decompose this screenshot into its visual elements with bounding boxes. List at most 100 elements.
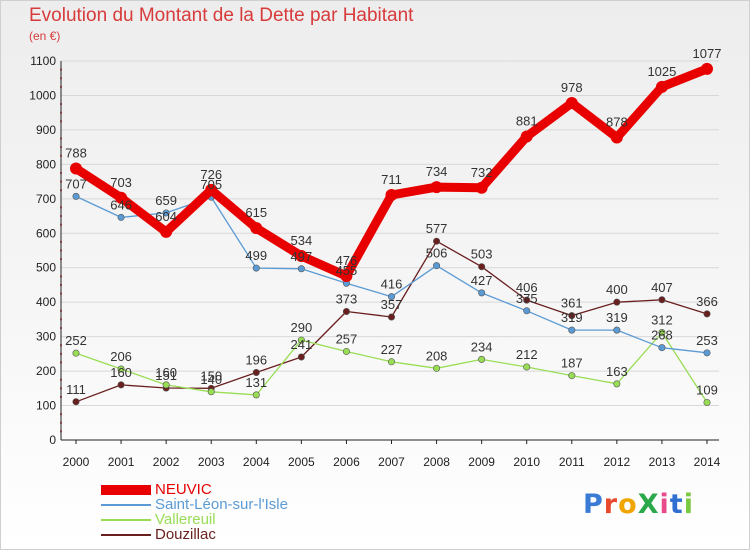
data-point [250,222,263,235]
x-tick-label: 2012 [604,455,631,469]
x-tick-label: 2003 [198,455,225,469]
data-label: 406 [516,280,538,295]
y-tick-label: 900 [36,123,56,137]
data-point [703,398,711,406]
data-point [70,162,82,175]
chart-title: Evolution du Montant de la Dette par Hab… [29,5,414,26]
data-label: 150 [200,368,222,383]
data-label: 290 [291,320,313,335]
data-point [162,381,170,389]
data-label: 187 [561,356,583,371]
data-label: 160 [110,365,132,380]
data-label: 604 [155,209,177,224]
data-label: 268 [651,328,673,343]
data-point [703,349,711,357]
data-point [252,391,260,399]
data-label: 734 [426,164,448,179]
x-tick-label: 2001 [108,455,135,469]
y-tick-label: 400 [36,295,56,309]
data-point [205,183,218,196]
data-label: 455 [336,263,358,278]
data-label: 506 [426,246,448,261]
data-point [385,189,398,202]
y-tick-label: 600 [36,226,56,240]
data-point [658,329,666,337]
legend-label: Douzillac [155,526,216,543]
data-point [565,97,578,110]
legend-swatch [101,504,151,506]
data-point [475,181,488,194]
legend-swatch [101,519,151,521]
data-point [613,380,621,388]
y-tick-label: 800 [36,157,56,171]
data-label: 361 [561,296,583,311]
data-point [613,298,621,306]
data-label: 726 [200,167,222,182]
data-point [478,289,486,297]
data-point [252,264,260,272]
data-label: 416 [381,277,403,292]
logo-letter: i [659,489,670,520]
data-point [387,313,395,321]
data-point [342,347,350,355]
data-label: 208 [426,348,448,363]
x-tick-label: 2008 [423,455,450,469]
data-label: 711 [381,172,402,187]
data-label: 497 [291,249,313,264]
data-label: 503 [471,247,493,262]
data-point [340,269,353,282]
data-point [115,191,128,204]
data-label: 160 [155,365,177,380]
data-label: 257 [336,331,358,346]
y-tick-label: 0 [49,433,56,447]
data-point [613,326,621,334]
data-point [297,353,305,361]
data-point [207,388,215,396]
data-label: 319 [606,310,628,325]
data-label: 212 [516,347,538,362]
data-point [610,131,623,144]
data-point [297,336,305,344]
data-point [117,365,125,373]
data-point [568,326,576,334]
data-point [430,181,443,194]
x-tick-label: 2005 [288,455,315,469]
y-tick-label: 200 [36,364,56,378]
logo-letter: i [683,489,694,520]
x-tick-label: 2007 [378,455,405,469]
data-point [701,62,713,75]
x-tick-label: 2010 [513,455,540,469]
data-label: 241 [291,337,313,352]
data-point [433,364,441,372]
data-label: 196 [245,352,267,367]
data-point [523,307,531,315]
y-tick-label: 700 [36,192,56,206]
data-point [520,130,533,143]
data-label: 407 [651,280,673,295]
data-label: 476 [336,253,358,268]
x-tick-label: 2002 [153,455,180,469]
data-label: 788 [65,145,87,160]
data-label: 227 [381,342,403,357]
data-label: 373 [336,291,358,306]
data-label: 163 [606,364,628,379]
data-label: 400 [606,282,628,297]
logo-letter: r [603,489,619,520]
data-label: 357 [381,297,403,312]
data-label: 705 [200,177,222,192]
data-label: 1077 [693,46,722,61]
data-point [72,398,80,406]
data-point [117,213,125,221]
x-tick-label: 2013 [649,455,676,469]
data-point [72,349,80,357]
data-point [433,262,441,270]
legend-label: Saint-Léon-sur-l'Isle [155,496,288,513]
data-label: 151 [155,368,177,383]
data-label: 312 [651,313,673,328]
data-point [568,312,576,320]
x-tick-label: 2000 [63,455,90,469]
data-point [523,296,531,304]
x-tick-label: 2009 [468,455,495,469]
